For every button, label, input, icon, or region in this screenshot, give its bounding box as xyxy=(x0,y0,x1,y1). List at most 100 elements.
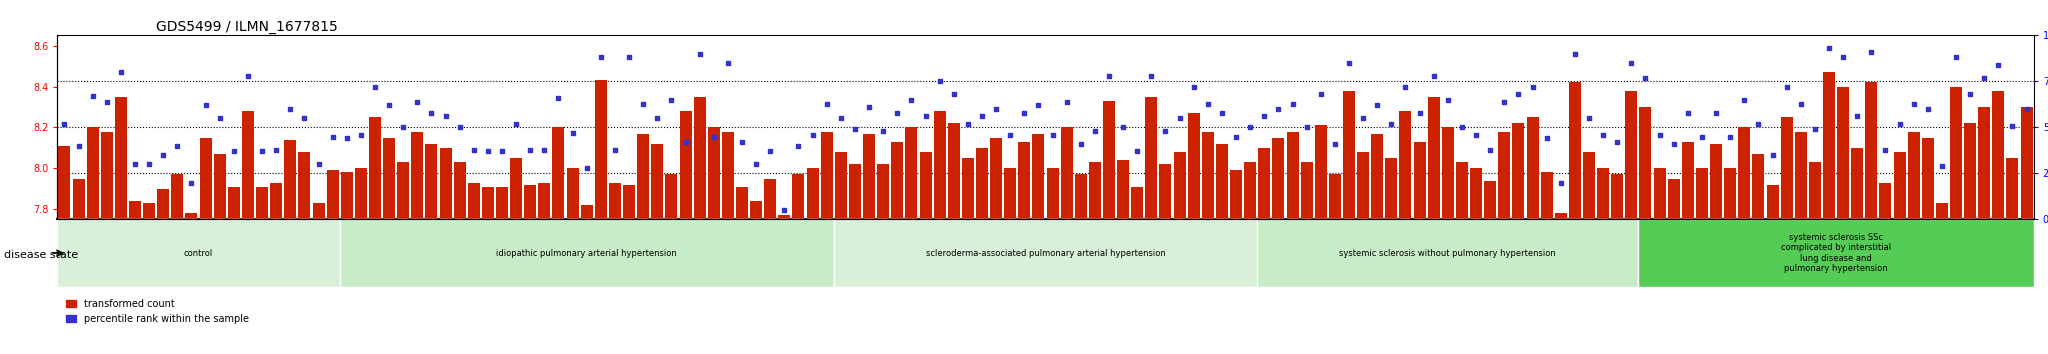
Bar xyxy=(862,133,874,219)
Point xyxy=(1628,75,1661,81)
Point xyxy=(1714,134,1747,139)
Point xyxy=(557,130,590,136)
Point xyxy=(852,104,885,110)
Point xyxy=(1939,55,1972,60)
Point xyxy=(528,147,561,152)
Point xyxy=(260,147,293,152)
Point xyxy=(1106,125,1139,130)
Bar xyxy=(1808,162,1821,219)
Point xyxy=(584,55,616,60)
Point xyxy=(1374,121,1407,127)
Point xyxy=(725,139,758,145)
Bar xyxy=(1047,169,1059,219)
Bar xyxy=(313,203,324,219)
Bar xyxy=(1780,117,1792,219)
Point xyxy=(1729,97,1761,103)
Bar xyxy=(948,123,961,219)
Bar xyxy=(1116,160,1128,219)
Point xyxy=(401,99,434,104)
Point xyxy=(1319,141,1352,147)
Point xyxy=(1812,45,1845,51)
Point xyxy=(90,99,123,104)
Bar xyxy=(567,169,580,219)
Point xyxy=(471,149,504,154)
Point xyxy=(1233,125,1266,130)
Point xyxy=(373,103,406,108)
Bar xyxy=(1907,132,1919,219)
Bar xyxy=(1174,152,1186,219)
Bar xyxy=(1061,127,1073,219)
Point xyxy=(344,132,377,138)
Point xyxy=(1348,115,1380,121)
Point xyxy=(754,149,786,154)
Bar xyxy=(213,154,225,219)
Bar xyxy=(1753,154,1765,219)
Point xyxy=(598,147,631,152)
Bar xyxy=(1032,133,1044,219)
Text: control: control xyxy=(184,249,213,258)
Bar xyxy=(1286,132,1298,219)
Bar xyxy=(1851,148,1864,219)
Bar xyxy=(524,185,537,219)
Point xyxy=(1530,136,1563,141)
Point xyxy=(612,55,645,60)
Bar xyxy=(1964,123,1976,219)
Point xyxy=(768,207,801,213)
Text: idiopathic pulmonary arterial hypertension: idiopathic pulmonary arterial hypertensi… xyxy=(496,249,678,258)
Bar xyxy=(836,152,846,219)
Bar xyxy=(1935,203,1948,219)
Point xyxy=(739,161,772,167)
Bar xyxy=(115,97,127,219)
Bar xyxy=(172,175,184,219)
Point xyxy=(217,149,250,154)
Point xyxy=(1544,180,1577,185)
Bar xyxy=(1894,152,1905,219)
Bar xyxy=(340,172,352,219)
Bar xyxy=(369,117,381,219)
Bar xyxy=(1612,175,1624,219)
Point xyxy=(514,147,547,152)
Bar xyxy=(467,183,479,219)
Point xyxy=(569,165,602,171)
Bar xyxy=(86,127,98,219)
Point xyxy=(1925,163,1958,169)
Bar xyxy=(1569,82,1581,219)
Point xyxy=(909,114,942,119)
Bar xyxy=(227,187,240,219)
Bar xyxy=(934,111,946,219)
Point xyxy=(1896,101,1929,106)
Point xyxy=(303,161,336,167)
Point xyxy=(1247,114,1280,119)
Point xyxy=(1403,110,1436,115)
Bar xyxy=(1257,148,1270,219)
Bar xyxy=(1343,91,1356,219)
Point xyxy=(76,93,109,99)
Bar xyxy=(850,164,860,219)
Bar xyxy=(651,144,664,219)
Bar xyxy=(1257,219,1638,287)
Point xyxy=(231,73,264,79)
Bar xyxy=(1540,172,1552,219)
Bar xyxy=(1217,144,1229,219)
Point xyxy=(61,143,94,149)
Bar xyxy=(963,158,975,219)
Point xyxy=(1389,84,1421,90)
Point xyxy=(1094,73,1126,79)
Bar xyxy=(1597,169,1610,219)
Bar xyxy=(57,219,340,287)
Point xyxy=(1700,110,1733,115)
Bar xyxy=(1231,170,1241,219)
Bar xyxy=(1470,169,1483,219)
Bar xyxy=(793,175,805,219)
Point xyxy=(246,149,279,154)
Bar xyxy=(1329,175,1341,219)
Bar xyxy=(1739,127,1751,219)
Point xyxy=(1855,49,1888,55)
Bar xyxy=(2007,158,2019,219)
Point xyxy=(442,125,475,130)
Point xyxy=(1008,110,1040,115)
Bar xyxy=(1090,162,1102,219)
Point xyxy=(782,143,815,149)
Bar xyxy=(397,162,410,219)
Bar xyxy=(1018,142,1030,219)
